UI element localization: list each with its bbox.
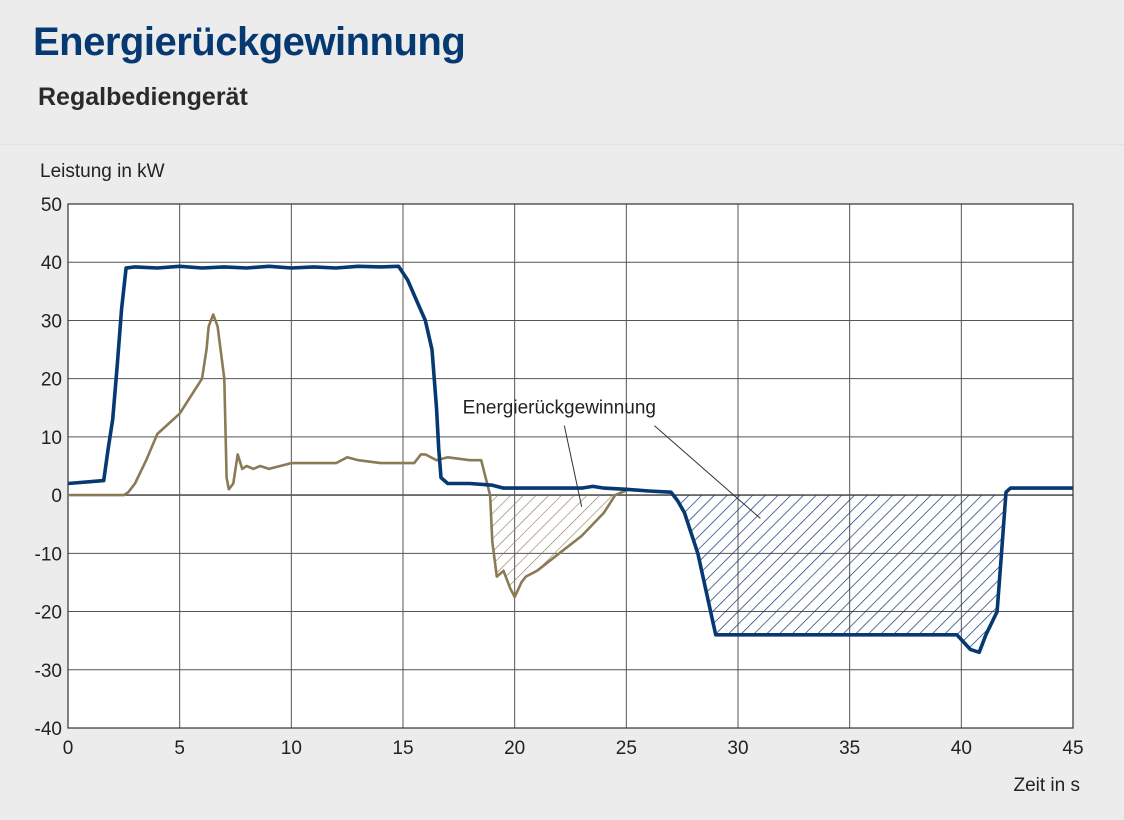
y-tick-labels: 50 40 30 20 10 0 -10 -20 -30 -40 xyxy=(35,195,62,740)
x-tick-label: 30 xyxy=(727,738,748,759)
y-tick-label: 0 xyxy=(51,486,62,507)
annotation-pointer xyxy=(563,425,583,507)
x-tick-label: 35 xyxy=(839,738,860,759)
x-tick-label: 45 xyxy=(1062,738,1083,759)
page-title: Energierückgewinnung xyxy=(33,20,466,64)
y-tick-label: 30 xyxy=(41,311,62,332)
y-tick-label: -10 xyxy=(35,544,62,565)
plot-frame xyxy=(67,203,1074,729)
recovery-areas xyxy=(68,495,1073,653)
x-tick-label: 0 xyxy=(63,738,74,759)
x-tick-labels: 0 5 10 15 20 25 30 35 40 45 xyxy=(63,738,1084,759)
header-divider xyxy=(0,144,1124,145)
x-tick-label: 5 xyxy=(174,738,185,759)
x-tick-label: 25 xyxy=(616,738,637,759)
x-tick-label: 40 xyxy=(951,738,972,759)
annotation-pointer xyxy=(654,425,761,519)
y-tick-label: 20 xyxy=(41,370,62,391)
x-tick-label: 10 xyxy=(281,738,302,759)
y-tick-label: 40 xyxy=(41,253,62,274)
series-line-brown xyxy=(68,313,628,599)
plot-area xyxy=(68,204,1073,728)
y-tick-label: -30 xyxy=(35,661,62,682)
annotation-label: Energierückgewinnung xyxy=(463,398,656,419)
y-tick-label: -20 xyxy=(35,603,62,624)
annotation: Energierückgewinnung xyxy=(463,398,761,519)
y-axis-label: Leistung in kW xyxy=(40,161,165,182)
page-subtitle: Regalbediengerät xyxy=(38,83,248,111)
y-tick-label: 10 xyxy=(41,428,62,449)
recovery-area-blue xyxy=(68,495,1073,653)
x-axis-label: Zeit in s xyxy=(1013,775,1080,796)
series-lines xyxy=(68,264,1073,655)
y-tick-label: -40 xyxy=(35,719,62,740)
series-line-blue xyxy=(68,264,1073,655)
y-tick-label: 50 xyxy=(41,195,62,216)
x-tick-label: 15 xyxy=(392,738,413,759)
recovery-area-brown xyxy=(68,495,627,597)
x-tick-label: 20 xyxy=(504,738,525,759)
